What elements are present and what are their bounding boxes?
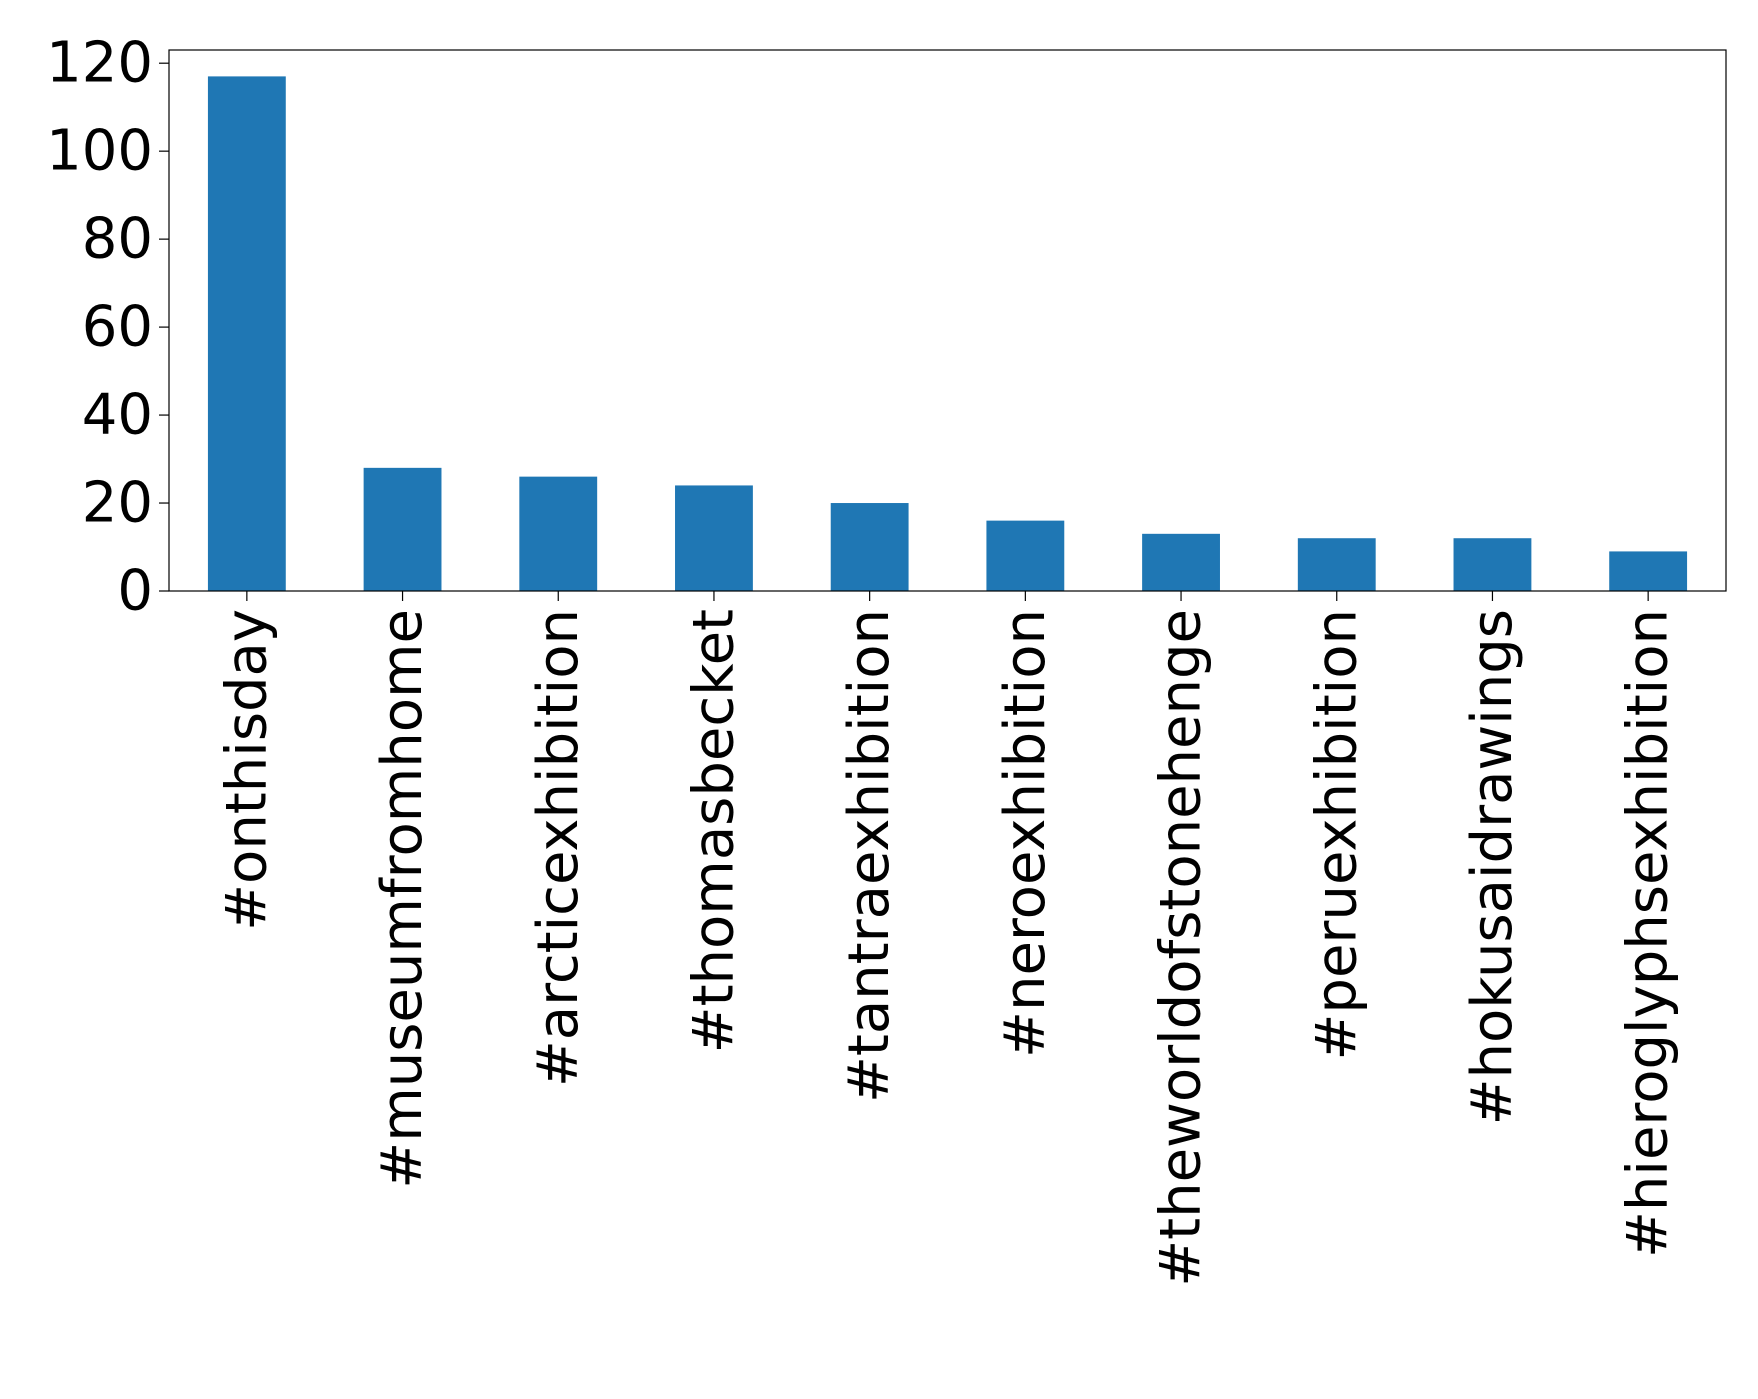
bar-5 (986, 520, 1065, 591)
x-tick-label-9: #hieroglyphsexhibition (1616, 609, 1681, 1258)
y-axis: 0 20 40 60 80 100 120 (46, 31, 169, 624)
y-tick-label-3: 60 (82, 295, 153, 360)
x-tick-label-6: #theworldofstonehenge (1149, 609, 1214, 1287)
y-tick-label-4: 80 (82, 207, 153, 272)
x-tick-label-3: #thomasbecket (681, 609, 746, 1053)
plot-frame (168, 49, 1727, 592)
x-axis: #onthisday #museumfromhome #arcticexhibiti… (214, 591, 1681, 1287)
bar-1 (363, 467, 442, 591)
bar-0 (207, 76, 286, 591)
x-tick-label-5: #neroexhibition (993, 609, 1058, 1058)
x-tick-label-0: #onthisday (214, 609, 279, 931)
x-tick-label-1: #museumfromhome (370, 609, 435, 1189)
bar-8 (1453, 538, 1532, 591)
bar-3 (675, 485, 753, 591)
bar-9 (1609, 551, 1688, 591)
y-tick-label-6: 120 (46, 31, 153, 96)
x-tick-label-4: #tantraexhibition (837, 609, 902, 1103)
y-tick-label-5: 100 (46, 119, 153, 184)
bar-7 (1297, 538, 1376, 591)
bar-4 (830, 503, 909, 591)
y-tick-label-2: 40 (82, 383, 153, 448)
y-tick-label-1: 20 (82, 471, 153, 536)
bar-2 (519, 476, 598, 591)
y-tick-label-0: 0 (117, 559, 153, 624)
x-tick-label-7: #peruexhibition (1304, 609, 1369, 1060)
x-tick-label-8: #hokusaidrawings (1460, 609, 1525, 1125)
bars-layer (207, 76, 1688, 591)
bar-6 (1142, 533, 1220, 591)
x-tick-label-2: #arcticexhibition (526, 609, 591, 1087)
